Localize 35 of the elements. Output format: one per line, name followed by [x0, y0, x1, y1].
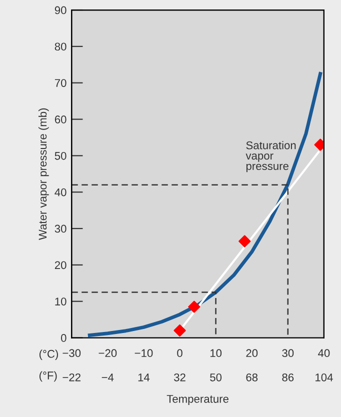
text: (°C) — [39, 350, 58, 360]
x2-tick-label: 86 — [282, 373, 294, 382]
x2-tick-label: 32 — [174, 373, 186, 382]
x2-tick-label: 104 — [316, 373, 333, 382]
point — [174, 324, 186, 337]
x2-tick-label: −4 — [102, 374, 114, 382]
x2-tick-label: 68 — [246, 373, 258, 382]
y-tick-label: 0 — [61, 334, 66, 342]
x-tick-label: 40 — [318, 349, 330, 358]
x-tick-label: 20 — [246, 349, 258, 358]
x-tick-label: −30 — [62, 349, 81, 358]
y-tick-label: 80 — [54, 42, 66, 51]
y-tick-label: 90 — [54, 6, 66, 14]
x-tick-label: 30 — [282, 349, 294, 358]
y-tick-label: 60 — [54, 116, 66, 124]
y-tick-label: 50 — [54, 152, 66, 160]
x2-tick-label: −22 — [62, 373, 80, 382]
x2-tick-label: 50 — [210, 373, 222, 382]
series-label: Saturation vapor pressure — [246, 141, 296, 172]
y-tick-label: 40 — [54, 188, 66, 196]
x2-tick-label: 14 — [138, 374, 150, 382]
y-tick-label: 20 — [54, 261, 66, 270]
y-tick-label: 70 — [54, 79, 66, 87]
x-tick-label: −20 — [98, 349, 117, 358]
x-tick-label: 10 — [210, 349, 222, 358]
line-series — [88, 72, 322, 337]
x-tick-label: −10 — [134, 349, 153, 358]
text: (°F) — [39, 371, 57, 382]
y-tick-label: 10 — [55, 298, 66, 306]
x-axis-title: Temperature — [166, 395, 228, 406]
point — [188, 300, 200, 313]
point — [238, 235, 251, 248]
y-axis-title: Water vapor pressure (mb) — [38, 108, 49, 240]
y-tick-label: 30 — [54, 224, 66, 233]
x-tick-label: 0 — [177, 349, 182, 358]
